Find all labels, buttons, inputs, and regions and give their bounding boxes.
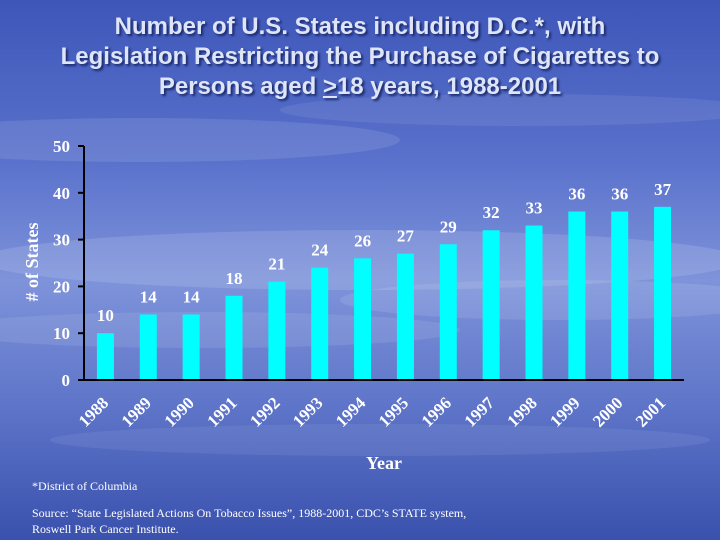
axes-layer [83,146,684,381]
x-tick-label-1998: 1998 [503,393,540,430]
x-tick-label-2000: 2000 [589,393,626,430]
chart-title: Number of U.S. States including D.C.*, w… [0,12,720,102]
x-tick-label-1992: 1992 [246,393,283,430]
title-line-3-pre: Persons aged [158,73,323,100]
bar-1995 [396,253,414,380]
data-label-1995: 27 [397,227,415,246]
y-tick-label: 30 [53,231,70,250]
y-tick-label: 50 [53,137,70,156]
data-label-1992: 21 [268,255,285,274]
bar-1992 [268,281,286,380]
y-tick-label: 0 [62,371,71,390]
bar-1997 [482,230,500,380]
title-greater-than-symbol: > [322,73,337,100]
x-tick-label-1995: 1995 [375,393,412,430]
bar-1988 [96,333,114,380]
x-tick-label-2001: 2001 [632,393,669,430]
y-axis-title: # of States [22,223,42,302]
bar-1999 [568,211,586,380]
data-label-1999: 36 [568,185,585,204]
x-axis-title: Year [366,453,402,473]
x-tick-label-1988: 1988 [75,393,112,430]
y-tick-label: 40 [53,184,70,203]
source-note: Source: “State Legislated Actions On Tob… [32,505,652,537]
x-tick-label-1997: 1997 [460,393,498,431]
data-label-2000: 36 [611,185,628,204]
source-line-1: Source: “State Legislated Actions On Tob… [32,506,467,520]
bar-1994 [354,258,372,380]
data-label-1991: 18 [226,269,243,288]
data-label-1996: 29 [440,217,457,236]
x-tick-label-1989: 1989 [118,393,155,430]
x-tick-labels-layer: 1988 1989 1990 1991 1992 1993 1994 1995 1996 1997… [75,393,670,431]
bars-layer [96,206,672,380]
data-label-1988: 10 [97,306,114,325]
bar-1996 [439,244,457,380]
data-label-2001: 37 [654,180,672,199]
data-label-1993: 24 [311,241,329,260]
footnote: *District of Columbia [32,479,138,493]
bar-1990 [182,314,200,380]
bar-1993 [311,267,329,380]
title-line-2: Legislation Restricting the Purchase of … [60,43,660,70]
data-label-1997: 32 [483,203,500,222]
y-tick-label: 20 [53,277,70,296]
data-label-1998: 33 [526,199,543,218]
title-line-3-post: 18 years, 1988-2001 [336,73,562,100]
axis-ticks-layer: 0 10 20 30 40 50 [53,137,84,390]
bar-2000 [611,211,629,380]
x-tick-label-1990: 1990 [160,393,197,430]
y-tick-label: 10 [53,324,70,343]
bar-1991 [225,295,243,380]
x-tick-label-1999: 1999 [546,393,583,430]
source-line-2: Roswell Park Cancer Institute. [32,522,179,536]
data-labels-layer: 10 14 14 18 21 24 26 27 29 32 33 36 36 37 [97,180,672,325]
title-line-1: Number of U.S. States including D.C.*, w… [114,13,606,40]
x-tick-label-1994: 1994 [332,393,370,431]
title-line-3: Persons aged >18 years, 1988-2001 [0,72,720,102]
data-label-1990: 14 [183,287,201,306]
bar-1989 [139,314,157,380]
data-label-1994: 26 [354,231,371,250]
data-label-1989: 14 [140,287,158,306]
x-tick-label-1993: 1993 [289,393,326,430]
bar-1998 [525,225,543,380]
bar-2001 [654,206,672,380]
x-tick-label-1996: 1996 [418,393,455,430]
x-tick-label-1991: 1991 [203,393,240,430]
